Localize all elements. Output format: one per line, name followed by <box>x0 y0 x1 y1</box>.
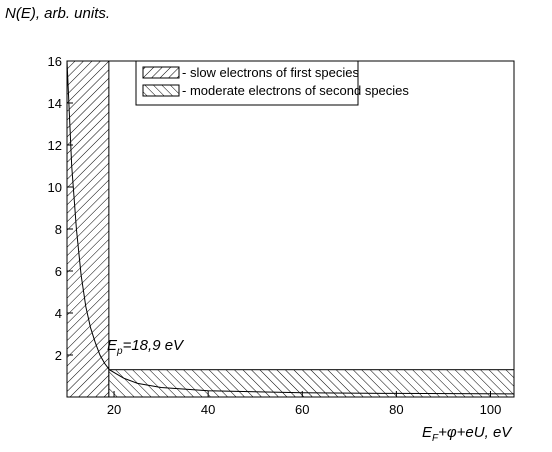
legend-swatch <box>142 84 180 97</box>
x-tick-label: 80 <box>389 402 403 417</box>
y-tick-label: 16 <box>48 54 62 69</box>
y-tick-label: 6 <box>55 264 62 279</box>
hatched-region <box>66 60 110 398</box>
legend-label: - moderate electrons of second species <box>182 83 409 98</box>
y-tick-label: 8 <box>55 222 62 237</box>
x-tick-label: 60 <box>295 402 309 417</box>
x-tick-label: 40 <box>201 402 215 417</box>
x-tick-label: 20 <box>107 402 121 417</box>
legend: - slow electrons of first species - moder… <box>135 60 409 106</box>
text-part: =18,9 eV <box>123 337 185 354</box>
curve <box>66 60 515 395</box>
x-axis-label: EF+φ+eU, eV <box>422 424 513 444</box>
y-tick-label: 4 <box>55 306 62 321</box>
legend-label: - slow electrons of first species <box>182 65 360 80</box>
y-axis-label: N(E), arb. units. <box>5 5 110 22</box>
annotation: Ep=18,9 eV <box>107 337 185 357</box>
legend-swatch <box>142 66 180 79</box>
y-tick-label: 2 <box>55 348 62 363</box>
text-part: +φ+eU, eV <box>438 424 513 441</box>
x-tick-label: 100 <box>480 402 502 417</box>
y-tick-label: 14 <box>48 96 62 111</box>
subscript: F <box>432 433 439 444</box>
y-tick-label: 10 <box>48 180 62 195</box>
text-part: E <box>422 424 433 441</box>
subscript: p <box>116 346 123 357</box>
y-tick-label: 12 <box>48 138 62 153</box>
text-part: E <box>107 337 118 354</box>
